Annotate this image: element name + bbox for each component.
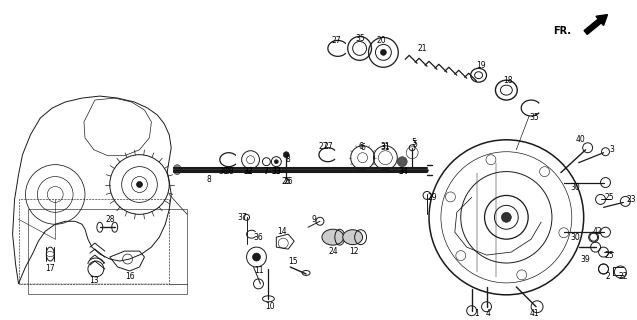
- Text: 26: 26: [282, 177, 291, 186]
- Text: 15: 15: [289, 257, 298, 266]
- Text: 29: 29: [427, 193, 437, 202]
- Text: 7: 7: [263, 167, 268, 176]
- Text: 33: 33: [271, 167, 281, 176]
- Ellipse shape: [343, 230, 362, 244]
- Text: 5: 5: [413, 140, 418, 149]
- Text: 6: 6: [358, 142, 363, 151]
- Text: 11: 11: [254, 267, 263, 276]
- Text: 5: 5: [412, 138, 417, 147]
- Text: 38: 38: [218, 167, 227, 176]
- Text: 31: 31: [380, 143, 390, 152]
- FancyArrow shape: [584, 15, 608, 35]
- Circle shape: [380, 49, 387, 55]
- Text: 16: 16: [125, 272, 134, 281]
- Ellipse shape: [173, 165, 181, 175]
- Text: 39: 39: [581, 254, 590, 264]
- Text: 36: 36: [254, 233, 263, 242]
- Text: 19: 19: [476, 61, 485, 70]
- Text: 23: 23: [626, 195, 636, 204]
- Text: FR.: FR.: [553, 26, 571, 36]
- Text: 21: 21: [417, 44, 427, 53]
- Text: 34: 34: [398, 167, 408, 176]
- Text: 30: 30: [571, 233, 581, 242]
- Text: 27: 27: [331, 36, 341, 45]
- Text: 32: 32: [244, 167, 254, 176]
- Text: 10: 10: [266, 302, 275, 311]
- Text: 37: 37: [238, 213, 248, 222]
- Text: 42: 42: [593, 227, 603, 236]
- Text: 25: 25: [605, 251, 614, 260]
- Circle shape: [275, 160, 278, 164]
- Text: 4: 4: [486, 309, 491, 318]
- Text: 18: 18: [504, 76, 513, 85]
- Text: 27: 27: [323, 142, 333, 151]
- Text: 20: 20: [376, 36, 386, 45]
- Text: 41: 41: [529, 309, 539, 318]
- Text: 31: 31: [380, 142, 390, 151]
- Circle shape: [397, 157, 407, 167]
- Text: 28: 28: [105, 215, 115, 224]
- Circle shape: [283, 152, 289, 158]
- Circle shape: [252, 253, 261, 261]
- Text: 32: 32: [244, 167, 254, 176]
- Circle shape: [501, 212, 512, 222]
- Text: 24: 24: [328, 247, 338, 256]
- Text: 9: 9: [311, 215, 317, 224]
- Text: 33: 33: [271, 167, 281, 176]
- Text: 26: 26: [283, 177, 293, 186]
- Text: 12: 12: [349, 247, 359, 256]
- Text: 30: 30: [571, 183, 581, 192]
- Text: 14: 14: [278, 227, 287, 236]
- Text: 22: 22: [619, 272, 628, 281]
- Text: 8: 8: [206, 175, 211, 184]
- Text: 6: 6: [360, 143, 365, 152]
- Text: 13: 13: [89, 276, 99, 285]
- Text: 2: 2: [605, 272, 610, 281]
- Text: 8: 8: [286, 155, 290, 164]
- Text: 1: 1: [474, 309, 479, 318]
- Text: 3: 3: [609, 145, 614, 154]
- Text: 34: 34: [398, 167, 408, 176]
- Text: 40: 40: [576, 135, 585, 144]
- Text: 17: 17: [45, 264, 55, 274]
- Text: 27: 27: [318, 142, 328, 151]
- Text: 35: 35: [355, 34, 366, 43]
- Text: 38: 38: [224, 167, 234, 176]
- Text: 7: 7: [263, 167, 268, 176]
- Text: 25: 25: [605, 193, 614, 202]
- Circle shape: [136, 181, 143, 188]
- Text: 35: 35: [529, 114, 539, 123]
- Ellipse shape: [322, 229, 344, 245]
